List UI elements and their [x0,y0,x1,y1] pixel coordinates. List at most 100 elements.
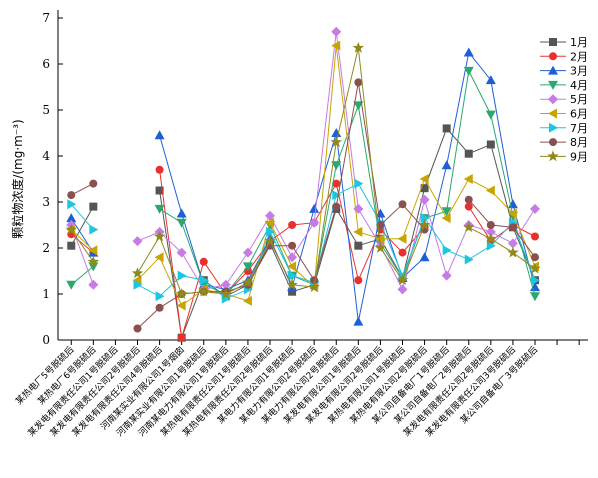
data-point [176,300,186,311]
data-point [133,279,143,290]
data-point [531,232,539,241]
data-point [332,202,341,211]
series-2-line [70,169,536,338]
data-point [176,247,187,258]
data-point [154,130,165,140]
data-point [176,218,187,228]
data-point [154,204,165,214]
data-point [530,292,540,302]
legend-marker [549,122,558,133]
data-point [155,165,164,174]
data-point [89,224,99,235]
data-point [330,136,342,148]
data-point [65,223,77,235]
y-tick-label: 6 [42,57,50,71]
data-point [288,270,298,281]
data-point [529,262,541,274]
legend-label: 7月 [570,122,588,135]
data-point [419,252,430,262]
data-point [67,241,76,250]
series-1 [67,124,539,342]
legend-item-7: 7月 [540,122,588,135]
data-point [354,276,363,285]
data-point [463,47,474,57]
data-point [531,275,540,286]
y-tick-label: 5 [42,103,50,117]
data-point [242,262,253,272]
legend-marker [548,108,557,119]
data-point [288,287,297,296]
data-point [353,316,364,326]
data-point [89,202,98,211]
legend-marker [549,138,557,147]
data-point [354,78,363,87]
data-point [354,178,364,189]
data-point [88,245,98,256]
data-point [242,295,252,306]
data-point [420,213,430,224]
data-point [441,160,452,170]
data-point [531,253,539,262]
legend-marker [547,150,559,162]
legend-item-8: 8月 [540,136,588,149]
data-point [485,232,497,244]
y-tick-label: 3 [42,195,50,209]
data-point [288,221,297,229]
data-point [155,303,164,312]
data-point [87,255,100,267]
data-point [332,179,341,188]
data-point [88,279,99,290]
data-point [507,246,519,258]
legend-label: 2月 [570,50,588,63]
data-point [153,230,166,242]
data-point [420,184,429,193]
data-point [530,203,540,214]
data-point [220,279,231,290]
legend-item-4: 4月 [540,79,588,92]
data-point [177,270,187,281]
data-point [507,208,517,219]
data-point [353,101,364,111]
data-point [331,161,342,171]
y-tick-label: 1 [42,287,50,301]
data-point [486,240,496,251]
data-point [374,242,387,253]
legend-item-5: 5月 [540,93,588,106]
data-point [397,284,408,295]
legend-item-1: 1月 [540,36,588,49]
data-point [66,213,77,223]
data-point [309,203,320,213]
data-point [265,210,275,221]
legend-label: 9月 [570,150,588,163]
data-point [485,110,496,120]
data-point [508,223,517,232]
data-point [288,241,297,250]
data-point [464,254,474,265]
data-point [177,333,186,342]
legend-item-2: 2月 [540,50,588,63]
data-point [331,128,342,137]
data-point [331,26,342,37]
data-point [155,291,165,302]
data-point [66,280,77,290]
data-point [133,324,142,333]
data-point [132,275,142,286]
data-point [396,274,409,286]
data-point [352,41,365,53]
data-point [242,247,253,258]
data-point [441,207,452,217]
series-9 [65,41,541,299]
data-point [464,202,473,211]
legend-item-9: 9月 [540,150,588,163]
data-point [442,124,451,133]
data-point [308,281,320,292]
data-point [375,233,385,244]
data-point [176,208,187,218]
data-point [463,66,474,76]
data-point [441,270,452,281]
data-point [265,217,274,228]
legend-marker [548,80,558,90]
data-point [485,226,496,237]
